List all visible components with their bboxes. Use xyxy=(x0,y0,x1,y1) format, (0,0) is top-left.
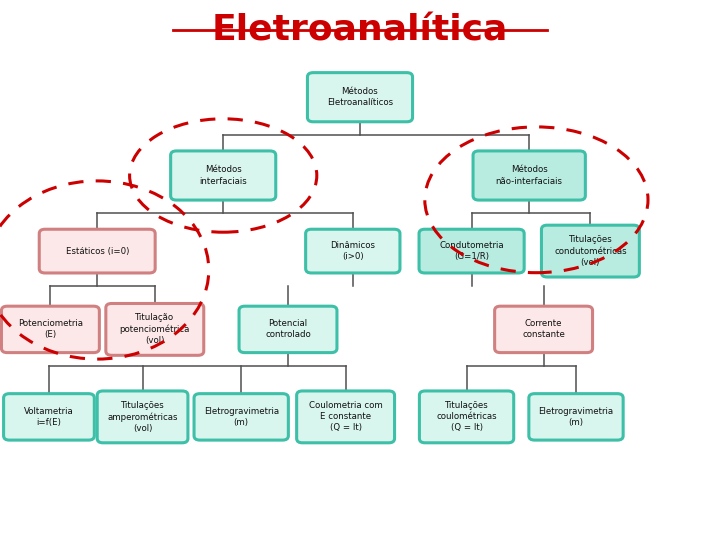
FancyBboxPatch shape xyxy=(106,303,204,355)
FancyBboxPatch shape xyxy=(194,394,288,440)
Text: Métodos
Eletroanalíticos: Métodos Eletroanalíticos xyxy=(327,87,393,107)
Text: Potenciometria
(E): Potenciometria (E) xyxy=(18,319,83,340)
FancyBboxPatch shape xyxy=(297,391,395,443)
FancyBboxPatch shape xyxy=(541,225,639,277)
Text: Métodos
interfaciais: Métodos interfaciais xyxy=(199,165,247,186)
Text: Eletroanalítica: Eletroanalítica xyxy=(212,14,508,48)
Text: Estáticos (i=0): Estáticos (i=0) xyxy=(66,247,129,255)
FancyBboxPatch shape xyxy=(1,306,99,353)
FancyBboxPatch shape xyxy=(40,229,156,273)
FancyBboxPatch shape xyxy=(305,229,400,273)
Text: Titulações
amperométricas
(vol): Titulações amperométricas (vol) xyxy=(107,401,178,433)
Text: Corrente
constante: Corrente constante xyxy=(522,319,565,340)
FancyBboxPatch shape xyxy=(4,394,94,440)
FancyBboxPatch shape xyxy=(171,151,276,200)
Text: Titulação
potenciométrica
(vol): Titulação potenciométrica (vol) xyxy=(120,314,190,345)
FancyBboxPatch shape xyxy=(495,306,593,353)
FancyBboxPatch shape xyxy=(97,391,188,443)
Text: Dinâmicos
(i>0): Dinâmicos (i>0) xyxy=(330,241,375,261)
Text: Eletrogravimetria
(m): Eletrogravimetria (m) xyxy=(539,407,613,427)
Text: Coulometria com
E constante
(Q = It): Coulometria com E constante (Q = It) xyxy=(309,401,382,433)
FancyBboxPatch shape xyxy=(239,306,337,353)
Text: Eletrogravimetria
(m): Eletrogravimetria (m) xyxy=(204,407,279,427)
Text: Titulações
condutométricas
(vol): Titulações condutométricas (vol) xyxy=(554,235,626,267)
Text: Voltametria
i=f(E): Voltametria i=f(E) xyxy=(24,407,74,427)
FancyBboxPatch shape xyxy=(307,73,413,122)
Text: Titulações
coulométricas
(Q = It): Titulações coulométricas (Q = It) xyxy=(436,401,497,433)
FancyBboxPatch shape xyxy=(473,151,585,200)
FancyBboxPatch shape xyxy=(419,229,524,273)
FancyBboxPatch shape xyxy=(528,394,624,440)
Text: Métodos
não-interfaciais: Métodos não-interfaciais xyxy=(495,165,563,186)
FancyBboxPatch shape xyxy=(419,391,514,443)
Text: Condutometria
(G=1/R): Condutometria (G=1/R) xyxy=(439,241,504,261)
Text: Potencial
controlado: Potencial controlado xyxy=(265,319,311,340)
